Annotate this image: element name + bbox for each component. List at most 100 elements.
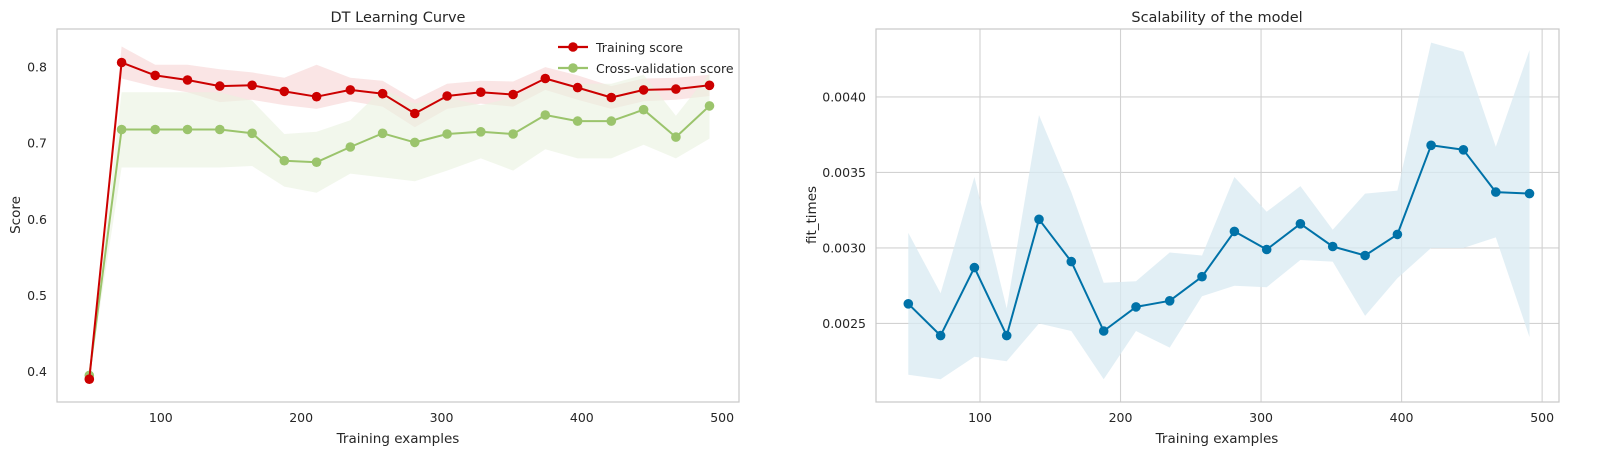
left-line-series-1	[88, 105, 711, 376]
left-y-tick-label: 0.5	[27, 288, 47, 303]
left-point-series-0	[247, 80, 257, 91]
left-point-series-1	[638, 104, 649, 115]
left-point-series-1	[279, 155, 290, 166]
legend-label-training: Training score	[595, 40, 683, 55]
right-chart-title: Scalability of the model	[1131, 10, 1302, 26]
left-point-series-0	[704, 80, 715, 91]
left-line-series-0	[88, 61, 710, 380]
left-point-series-0	[215, 81, 225, 91]
left-y-tick-label: 0.6	[27, 212, 47, 227]
right-y-tick-label: 0.0040	[822, 89, 866, 104]
right-x-axis-label: Training examples	[1155, 431, 1279, 447]
left-point-series-1	[215, 124, 225, 135]
left-point-series-1	[150, 124, 160, 135]
left-point-series-1	[345, 142, 356, 152]
left-point-series-1	[247, 128, 257, 139]
legend-marker-cv	[568, 63, 578, 73]
left-point-series-1	[476, 127, 486, 137]
right-point-series-0	[903, 299, 914, 309]
left-point-series-0	[182, 75, 193, 85]
left-point-series-0	[377, 88, 388, 99]
right-y-axis-label: fit_times	[804, 186, 820, 244]
right-point-series-0	[1229, 226, 1240, 237]
right-point-series-0	[1327, 241, 1338, 252]
left-point-series-1	[182, 124, 193, 135]
right-x-tick-label: 100	[968, 410, 992, 425]
left-point-series-0	[572, 82, 583, 93]
right-axes-frame	[875, 28, 1560, 403]
left-x-tick-label: 200	[289, 410, 313, 425]
right-y-tick-label: 0.0025	[822, 316, 866, 331]
right-point-series-0	[1295, 219, 1306, 229]
left-axes-frame	[56, 28, 740, 403]
left-point-series-0	[540, 73, 551, 84]
right-band-series-0	[908, 42, 1530, 380]
left-point-series-1	[377, 128, 388, 139]
right-point-series-0	[1034, 214, 1044, 225]
right-point-series-0	[1524, 188, 1535, 199]
left-point-series-0	[410, 108, 420, 119]
left-point-series-1	[508, 129, 518, 139]
left-point-series-0	[116, 57, 127, 68]
legend: Training score Cross-validation score	[558, 40, 734, 76]
right-point-series-0	[1458, 145, 1469, 155]
left-point-series-1	[116, 124, 127, 135]
right-y-tick-label: 0.0035	[822, 165, 866, 180]
right-point-series-0	[935, 330, 946, 341]
left-point-series-1	[410, 137, 420, 148]
left-point-series-1	[442, 129, 452, 139]
left-point-series-0	[638, 85, 649, 95]
left-point-series-1	[704, 101, 715, 111]
left-point-series-0	[84, 374, 95, 385]
left-point-series-0	[150, 70, 160, 81]
left-point-series-0	[476, 87, 486, 97]
legend-marker-training	[568, 42, 578, 52]
legend-label-cv: Cross-validation score	[596, 61, 734, 76]
left-x-tick-label: 500	[710, 410, 734, 425]
right-point-series-0	[1066, 256, 1077, 267]
left-point-series-1	[606, 116, 617, 126]
left-point-series-0	[442, 91, 452, 101]
right-point-series-0	[1164, 296, 1175, 306]
right-plot-area: 100 200 300 400 500 0.0025 0.0030 0.0035 0.0040	[822, 28, 1560, 425]
right-point-series-0	[1392, 229, 1403, 240]
left-y-tick-label: 0.4	[27, 364, 47, 379]
left-point-series-0	[345, 85, 356, 95]
left-point-series-1	[572, 116, 583, 126]
right-x-tick-label: 200	[1109, 410, 1133, 425]
right-y-tick-label: 0.0030	[822, 240, 866, 255]
left-point-series-0	[606, 92, 617, 103]
left-y-tick-label: 0.8	[27, 60, 47, 75]
left-y-tick-label: 0.7	[27, 136, 47, 151]
left-x-tick-label: 400	[570, 410, 594, 425]
right-point-series-0	[1491, 187, 1501, 197]
right-x-tick-label: 500	[1530, 410, 1554, 425]
left-x-axis-label: Training examples	[336, 431, 460, 447]
right-x-tick-label: 400	[1390, 410, 1414, 425]
right-point-series-0	[1261, 244, 1272, 255]
left-point-series-0	[311, 91, 322, 102]
left-point-series-0	[671, 84, 681, 94]
left-band-series-1	[89, 73, 710, 377]
right-point-series-0	[1426, 140, 1436, 151]
left-plot-area: 100 200 300 400 500 0.4 0.5 0.6 0.7 0.8	[27, 28, 740, 425]
right-point-series-0	[1360, 250, 1370, 261]
right-line-series-0	[907, 144, 1530, 337]
left-x-tick-label: 300	[430, 410, 454, 425]
left-chart-title: DT Learning Curve	[331, 10, 466, 26]
left-x-tick-label: 100	[149, 410, 173, 425]
right-point-series-0	[1197, 271, 1207, 282]
left-point-series-0	[508, 89, 518, 100]
left-point-series-0	[279, 86, 290, 97]
left-y-axis-label: Score	[8, 196, 24, 234]
right-point-series-0	[1001, 330, 1012, 341]
left-point-series-1	[671, 132, 681, 142]
left-point-series-1	[311, 157, 322, 167]
right-point-series-0	[969, 262, 980, 273]
right-x-tick-label: 300	[1249, 410, 1273, 425]
left-point-series-1	[540, 110, 551, 120]
right-point-series-0	[1131, 302, 1141, 312]
right-point-series-0	[1098, 326, 1109, 336]
